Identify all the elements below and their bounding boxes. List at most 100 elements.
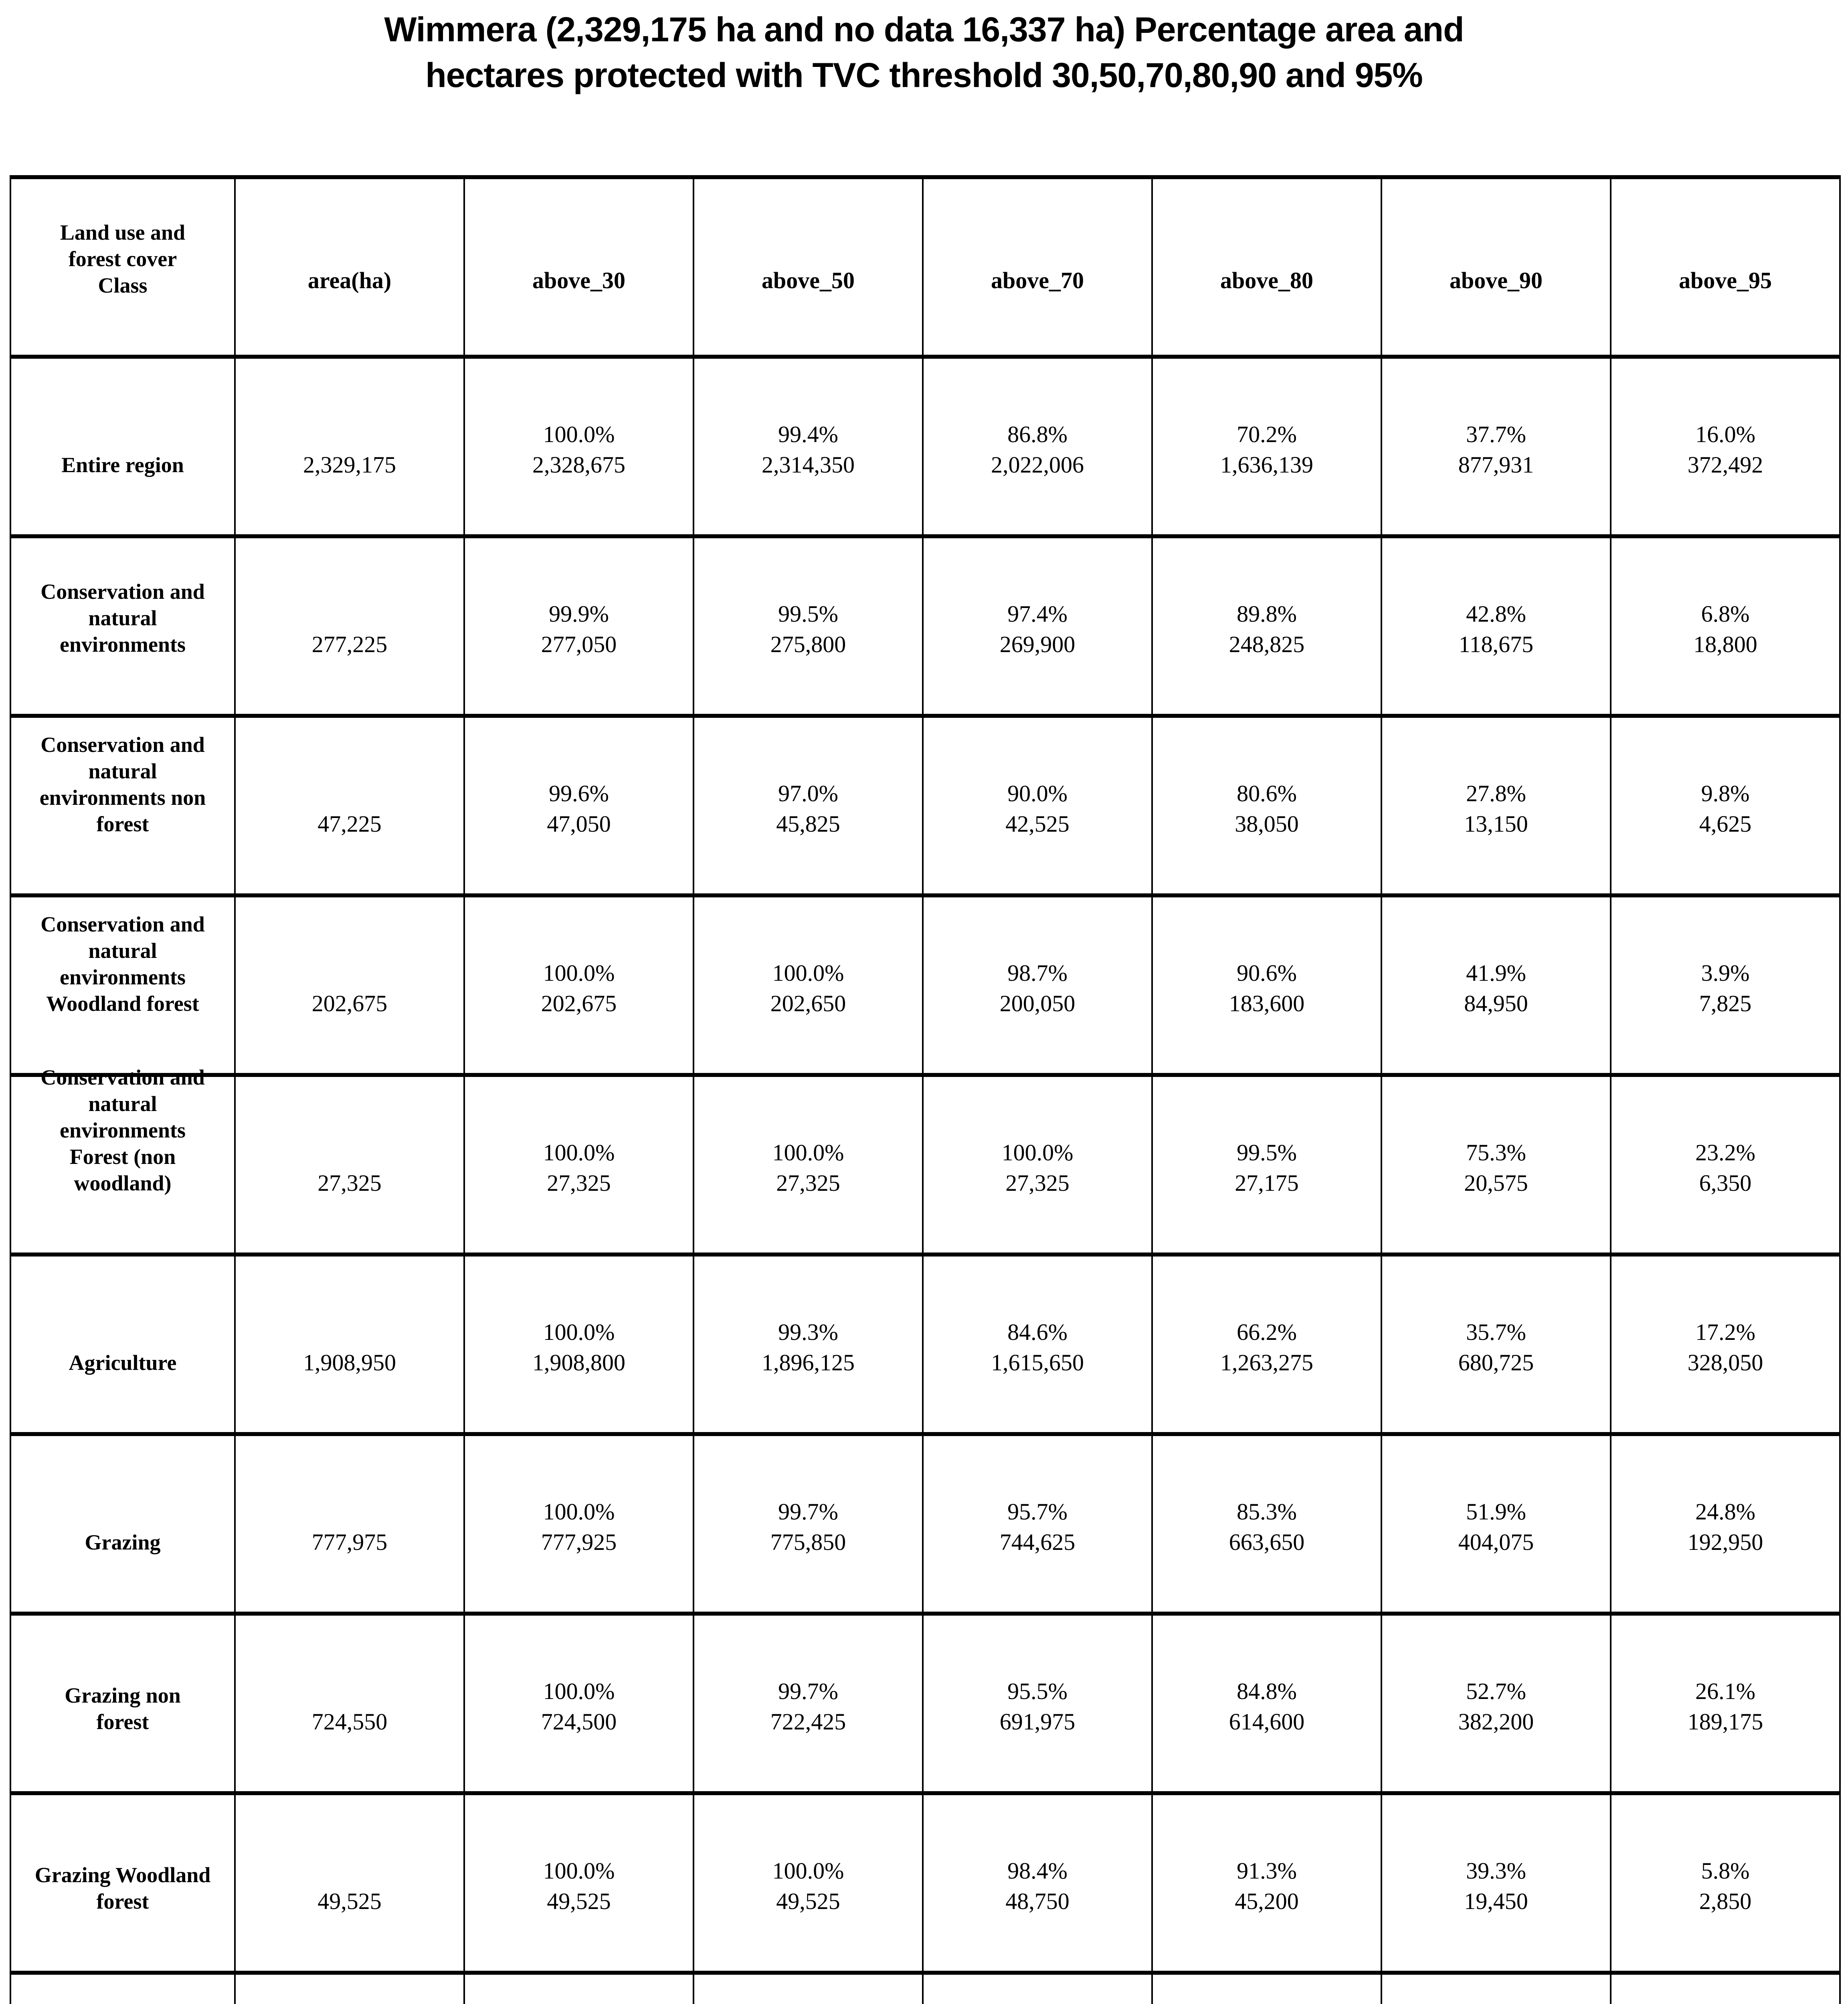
percent-value: 80.6% [1237, 780, 1297, 806]
hectares-value: 183,600 [1229, 990, 1305, 1016]
row-label: Conservation and natural environments [11, 534, 234, 714]
percent-value: 100.0% [772, 1139, 844, 1166]
hectares-value: 663,650 [1229, 1529, 1305, 1555]
land-use-table: Land use and forest cover Class area(ha)… [10, 175, 1841, 2004]
column-header-above-50: above_50 [693, 179, 922, 355]
hectares-value: 4,625 [1699, 811, 1752, 837]
percent-value: 37.7% [1466, 421, 1526, 447]
percent-value: 42.8% [1466, 601, 1526, 627]
hectares-value: 7,825 [1699, 990, 1752, 1016]
area-cell: 1,908,950 [234, 1252, 463, 1432]
hectares-value: 680,725 [1458, 1349, 1534, 1376]
percent-value: 23.2% [1695, 1139, 1755, 1166]
percent-value: 99.5% [1237, 1139, 1297, 1166]
row-label: Grazing [11, 1432, 234, 1612]
row-label: Grazing non forest [11, 1612, 234, 1791]
threshold-cell: 24.8% 192,950 [1610, 1432, 1839, 1612]
threshold-cell: 41.9% 84,950 [1381, 893, 1610, 1073]
hectares-value: 27,325 [776, 1170, 840, 1196]
threshold-cell: 89.8% 248,825 [1151, 534, 1381, 714]
column-header-above-90: above_90 [1381, 179, 1610, 355]
hectares-value: 269,900 [999, 631, 1076, 657]
percent-value: 100.0% [1001, 1139, 1074, 1166]
percent-value: 86.8% [1007, 421, 1068, 447]
column-header-class: Land use and forest cover Class [60, 220, 186, 297]
threshold-cell: 99.4% 2,314,350 [693, 355, 922, 534]
hectares-value: 118,675 [1458, 631, 1534, 657]
percent-value: 100.0% [543, 1858, 615, 1884]
threshold-cell: 12.0%134,625 [1610, 1971, 1839, 2004]
row-label: Conservation and natural environments no… [11, 714, 234, 893]
threshold-cell: 52.7% 382,200 [1381, 1612, 1610, 1791]
threshold-cell: 17.2% 328,050 [1610, 1252, 1839, 1432]
column-header-above-80: above_80 [1151, 179, 1381, 355]
percent-value: 5.8% [1701, 1858, 1750, 1884]
percent-value: 99.7% [778, 1499, 838, 1525]
threshold-cell: 99.7% 775,850 [693, 1432, 922, 1612]
column-header-above-70: above_70 [922, 179, 1151, 355]
threshold-cell: 100.0% 49,525 [693, 1791, 922, 1971]
hectares-value: 1,908,800 [532, 1349, 625, 1376]
percent-value: 100.0% [543, 1499, 615, 1525]
threshold-cell: 100.0% 1,908,800 [463, 1252, 693, 1432]
percent-value: 95.7% [1007, 1499, 1068, 1525]
threshold-cell: 99.5% 27,175 [1151, 1073, 1381, 1252]
threshold-cell: 99.9% 277,050 [463, 534, 693, 714]
hectares-value: 84,950 [1464, 990, 1528, 1016]
threshold-cell: 26.1% 189,175 [1610, 1612, 1839, 1791]
percent-value: 98.4% [1007, 1858, 1068, 1884]
percent-value: 100.0% [772, 960, 844, 986]
hectares-value: 1,263,275 [1220, 1349, 1313, 1376]
threshold-cell: 99.5% 275,800 [693, 534, 922, 714]
percent-value: 100.0% [543, 960, 615, 986]
threshold-cell: 100.0% 202,650 [693, 893, 922, 1073]
threshold-cell: 85.3% 663,650 [1151, 1432, 1381, 1612]
hectares-value: 1,615,650 [991, 1349, 1084, 1376]
percent-value: 6.8% [1701, 601, 1750, 627]
threshold-cell: 35.7% 680,725 [1381, 1252, 1610, 1432]
hectares-value: 1,896,125 [762, 1349, 855, 1376]
threshold-cell: 95.7% 744,625 [922, 1432, 1151, 1612]
percent-value: 99.3% [778, 1319, 838, 1345]
area-cell: 277,225 [234, 534, 463, 714]
threshold-cell: 51.9% 404,075 [1381, 1432, 1610, 1612]
percent-value: 16.0% [1695, 421, 1755, 447]
percent-value: 89.8% [1237, 601, 1297, 627]
hectares-value: 202,650 [770, 990, 846, 1016]
threshold-cell: 100.0% 27,325 [693, 1073, 922, 1252]
hectares-value: 722,425 [770, 1709, 846, 1735]
threshold-cell: 99.6% 47,050 [463, 714, 693, 893]
threshold-cell: 66.2% 1,263,275 [1151, 1252, 1381, 1432]
threshold-cell: 76.9%866,050 [922, 1971, 1151, 2004]
percent-value: 99.9% [549, 601, 609, 627]
row-label: Entire region [11, 355, 234, 534]
page-title: Wimmera (2,329,175 ha and no data 16,337… [384, 10, 1464, 95]
threshold-cell: 90.0% 42,525 [922, 714, 1151, 893]
hectares-value: 6,350 [1699, 1170, 1752, 1196]
hectares-value: 2,314,350 [762, 452, 855, 478]
hectares-value: 200,050 [999, 990, 1076, 1016]
hectares-value: 48,750 [1005, 1888, 1070, 1914]
threshold-cell: 97.4% 269,900 [922, 534, 1151, 714]
percent-value: 26.1% [1695, 1678, 1755, 1704]
percent-value: 100.0% [772, 1858, 844, 1884]
percent-value: 41.9% [1466, 960, 1526, 986]
hectares-value: 27,325 [547, 1170, 611, 1196]
hectares-value: 775,850 [770, 1529, 846, 1555]
hectares-value: 45,825 [776, 811, 840, 837]
hectares-value: 744,625 [999, 1529, 1076, 1555]
threshold-cell: 99.3% 1,896,125 [693, 1252, 922, 1432]
percent-value: 100.0% [543, 1319, 615, 1345]
hectares-value: 382,200 [1458, 1709, 1534, 1735]
threshold-cell: 80.6% 38,050 [1151, 714, 1381, 893]
threshold-cell: 90.6% 183,600 [1151, 893, 1381, 1073]
threshold-cell: 100.0% 27,325 [463, 1073, 693, 1252]
threshold-cell: 84.8% 614,600 [1151, 1612, 1381, 1791]
percent-value: 51.9% [1466, 1499, 1526, 1525]
threshold-cell: 99.0%1,115,000 [693, 1971, 922, 2004]
column-header-area: area(ha) [234, 179, 463, 355]
threshold-cell: 39.3% 19,450 [1381, 1791, 1610, 1971]
threshold-cell: 3.9% 7,825 [1610, 893, 1839, 1073]
threshold-cell: 84.6% 1,615,650 [922, 1252, 1151, 1432]
area-cell: 1,125,700 [234, 1971, 463, 2004]
